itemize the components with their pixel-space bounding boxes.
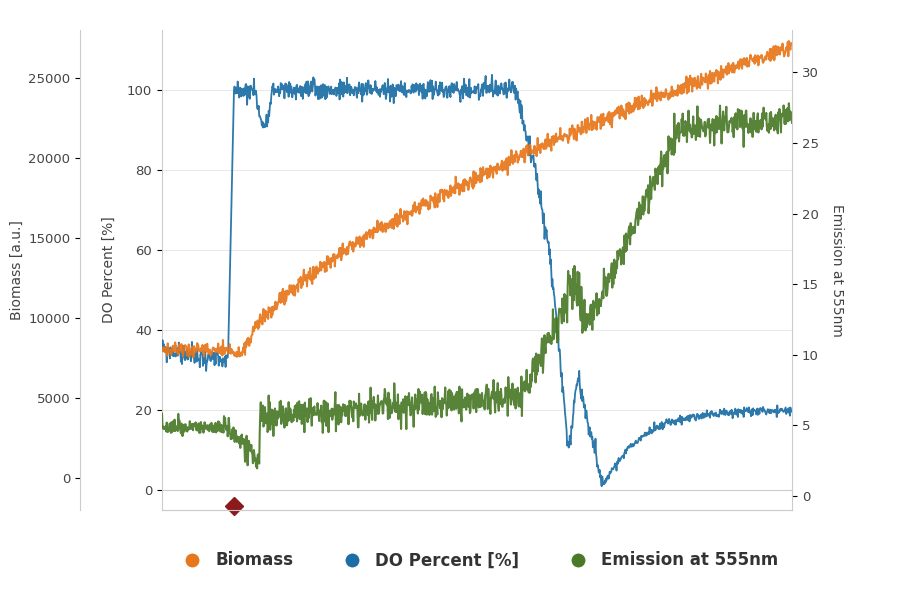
- Y-axis label: Biomass [a.u.]: Biomass [a.u.]: [10, 220, 24, 320]
- Legend: Biomass, DO Percent [%], Emission at 555nm: Biomass, DO Percent [%], Emission at 555…: [169, 545, 785, 576]
- Y-axis label: Emission at 555nm: Emission at 555nm: [830, 203, 844, 337]
- Y-axis label: DO Percent [%]: DO Percent [%]: [102, 217, 116, 323]
